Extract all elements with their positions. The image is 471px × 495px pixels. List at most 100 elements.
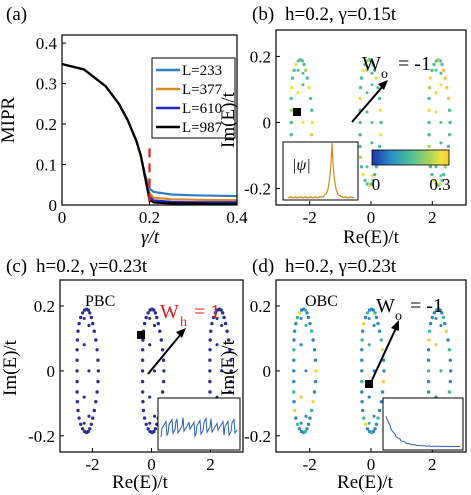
eigenvalue-point [96,358,100,362]
eigenvalue-point [426,358,431,362]
xtick-label: 0 [147,455,156,474]
eigenvalue-point [82,317,86,320]
eigenvalue-point [430,68,434,73]
eigenvalue-point [439,369,443,373]
eigenvalue-point [434,343,438,347]
eigenvalue-point [92,329,97,333]
eigenvalue-point [426,348,431,352]
eigenvalue-point [381,358,386,362]
eigenvalue-point [376,321,380,326]
eigenvalue-point [208,390,212,394]
eigenvalue-point [374,76,378,80]
eigenvalue-point [428,321,433,326]
eigenvalue-point [363,178,367,183]
eigenvalue-point [144,315,148,320]
eigenvalue-point [87,414,91,418]
eigenvalue-point [297,427,302,431]
eigenvalue-point [223,321,228,326]
eigenvalue-point [379,338,383,342]
legend-box [151,57,236,139]
winding-w-d: W [376,295,395,317]
eigenvalue-point [360,369,364,373]
eigenvalue-point [360,358,364,362]
eigenvalue-point [377,408,382,413]
eigenvalue-point [303,429,308,434]
eigenvalue-point [358,155,363,159]
eigenvalue-point [439,121,443,124]
xtick-label: 2 [428,455,437,474]
eigenvalue-point [311,400,315,404]
winding-sub-c: h [180,315,187,330]
eigenvalue-point [440,178,444,183]
eigenvalue-point [208,338,212,342]
eigenvalue-point [365,311,370,315]
eigenvalue-point [358,120,362,125]
panel-label-d: (d) [252,256,274,277]
eigenvalue-point [220,369,224,373]
ylabel-c: Im(E)/t [0,339,21,396]
eigenvalue-point [293,329,297,333]
xlabel-d: Re(E)/t [337,472,394,493]
eigenvalue-point [76,408,80,413]
eigenvalue-point [307,85,311,90]
eigenvalue-point [439,324,443,327]
panel-label-a: (a) [6,4,27,25]
eigenvalue-point [449,369,453,373]
ytick-label: 0 [47,362,56,381]
eigenvalue-point [299,308,304,312]
eigenvalue-point [434,165,438,169]
eigenvalue-point [371,429,376,434]
eigenvalue-point [86,429,91,434]
eigenvalue-point [367,317,371,320]
eigenvalue-point [142,416,147,420]
eigenvalue-point [441,315,445,320]
eigenvalue-point [159,338,163,342]
eigenvalue-point [299,343,303,347]
eigenvalue-point [448,379,452,384]
eigenvalue-point [161,379,166,384]
eigenvalue-point [360,390,364,394]
inset-c [157,397,241,451]
eigenvalue-point [304,369,308,373]
eigenvalue-point [229,369,233,373]
eigenvalue-point [140,369,145,373]
eigenvalue-point [438,182,442,186]
eigenvalue-point [79,422,83,426]
eigenvalue-point [77,416,81,420]
eigenvalue-point [448,120,452,125]
eigenvalue-point [360,338,364,342]
wavefunction-plot-c [160,416,238,438]
ytick-label: -0.2 [28,427,55,446]
xtick-label: 0 [58,208,67,227]
eigenvalue-point [225,329,229,333]
ylabel-b: Im(E)/t [218,91,239,148]
eigenvalue-point [313,379,318,384]
eigenvalue-point [308,416,312,420]
winding-w-b: W [362,53,381,75]
wavefunction-plot-d [385,416,460,448]
eigenvalue-point [360,379,364,384]
inset-label-b: |ψ| [292,157,311,174]
eigenvalue-point [141,338,145,342]
eigenvalue-point [447,390,452,394]
eigenvalue-point [362,416,366,420]
series-line-4 [61,63,237,205]
eigenvalue-point [292,390,296,394]
eigenvalue-point [370,121,374,124]
eigenvalue-point [94,400,98,404]
eigenvalue-point [312,390,317,394]
eigenvalue-point [311,338,315,342]
eigenvalue-point [444,329,449,333]
ytick-label: 0.2 [250,47,271,66]
panel-a: (a) 0 0.2 0.400.10.20.30.4 MIPR γ/t L=233L… [0,4,248,248]
eigenvalue-point [312,348,317,352]
xtick-label: 0 [367,208,376,227]
eigenvalue-point [374,315,379,320]
eigenvalue-point [75,338,80,342]
eigenvalue-point [229,358,233,362]
eigenvalue-point [367,421,371,425]
eigenvalue-point [88,427,92,431]
eigenvalue-point [292,358,296,362]
eigenvalue-point [160,390,165,394]
